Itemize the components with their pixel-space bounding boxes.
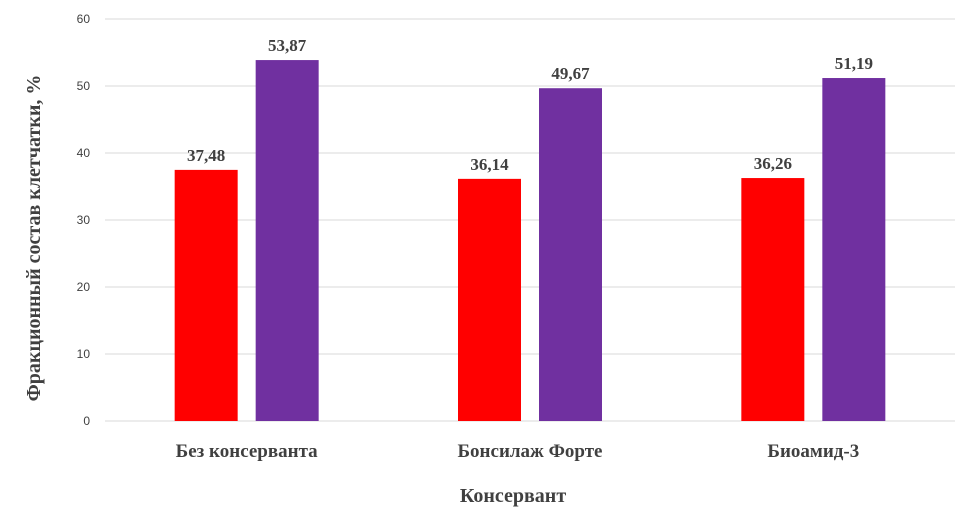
y-tick-label: 0: [83, 414, 90, 428]
data-label: 53,87: [268, 36, 307, 55]
gridlines: [105, 18, 955, 422]
y-tick-label: 50: [77, 79, 91, 93]
data-label: 51,19: [835, 54, 873, 73]
data-labels: 37,48 53,87 36,14 49,67 36,26 51,19: [187, 36, 873, 174]
bar: [174, 169, 238, 421]
data-label: 36,14: [470, 155, 509, 174]
x-axis-title: Консервант: [460, 485, 566, 507]
y-tick-label: 60: [77, 12, 91, 26]
y-axis-ticks: 0 10 20 30 40 50 60: [77, 12, 91, 428]
x-axis-categories: Без консерванта Бонсилаж Форте Биоамид-3: [176, 441, 860, 462]
bars: [174, 60, 886, 422]
x-category-label: Бонсилаж Форте: [458, 441, 603, 462]
bar: [458, 178, 521, 421]
bar: [822, 78, 886, 421]
data-label: 36,26: [754, 154, 792, 173]
bar: [539, 88, 602, 421]
y-tick-label: 20: [77, 280, 91, 294]
data-label: 37,48: [187, 146, 225, 165]
bar: [741, 178, 805, 421]
data-label: 49,67: [551, 64, 590, 83]
y-tick-label: 40: [77, 146, 91, 160]
x-category-label: Биоамид-3: [767, 441, 859, 462]
bar: [255, 60, 319, 422]
x-category-label: Без консерванта: [176, 441, 318, 462]
y-tick-label: 30: [77, 213, 91, 227]
y-axis-title: Фракционный состав клетчатки, %: [23, 75, 45, 402]
y-tick-label: 10: [77, 347, 91, 361]
